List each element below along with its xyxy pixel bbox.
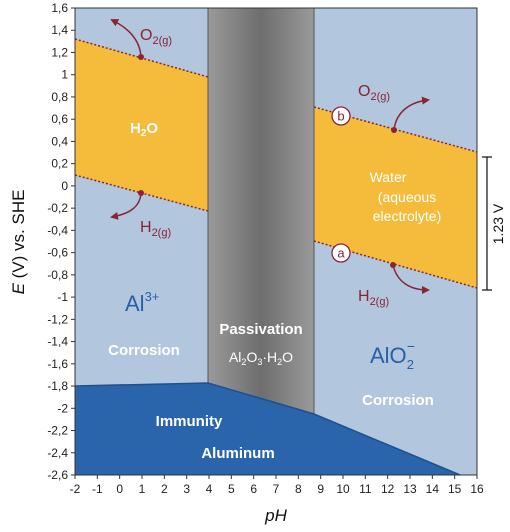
x-tick-label: 8 <box>295 482 302 496</box>
x-tick-label: 6 <box>250 482 257 496</box>
h2-left-arrow <box>110 192 142 220</box>
x-tick-label: 3 <box>183 482 190 496</box>
x-tick-label: 5 <box>228 482 235 496</box>
water-band-left <box>75 39 208 211</box>
y-tick-label: 1 <box>61 68 68 82</box>
water-band-right <box>314 107 477 288</box>
y-tick-label: -1,8 <box>47 379 68 393</box>
y-tick-label: 1,2 <box>51 45 68 59</box>
water-right-line3: electrolyte) <box>373 208 441 224</box>
alo2-ion-label: AlO2− <box>370 338 415 372</box>
passivation-label: Passivation <box>219 321 302 338</box>
water-left-label: H2O <box>130 120 158 139</box>
y-tick-label: 0,6 <box>51 112 68 126</box>
y-tick-label: -0,4 <box>47 223 68 237</box>
x-tick-label: 4 <box>206 482 213 496</box>
y-tick-label: 1,4 <box>51 23 68 37</box>
y-tick-label: -2 <box>57 401 68 415</box>
y-tick-label: 0,2 <box>51 157 68 171</box>
h2-right-label: H2(g) <box>358 288 389 308</box>
x-tick-label: 12 <box>381 482 395 496</box>
immunity-region <box>75 383 460 475</box>
y-tick-label: 0 <box>61 179 68 193</box>
y-tick-label: -0,8 <box>47 268 68 282</box>
h2-right-arrow <box>392 264 430 294</box>
passivation-formula: Al2O3·H2O <box>229 349 293 367</box>
immunity-label: Immunity <box>156 413 223 430</box>
y-tick-label: -1,4 <box>47 335 68 349</box>
water-right-line1: Water <box>370 169 407 185</box>
corrosion-right-label: Corrosion <box>362 392 434 409</box>
gap-label: 1.23 V <box>490 203 506 244</box>
y-axis-ticks: 1,6 1,4 1,2 1 0,8 0,6 0,4 0,2 0 -0,2 -0,4 -0,6 -0,8 -… <box>47 1 75 482</box>
x-tick-label: 1 <box>139 482 146 496</box>
water-right-line2: (aqueous <box>378 189 436 205</box>
x-axis-ticks: -2 -1 0 1 2 3 4 5 6 7 8 9 10 11 12 13 14 15 16 <box>70 475 484 496</box>
marker-b-circle <box>331 106 351 126</box>
x-axis-title: pH <box>264 506 287 525</box>
x-tick-label: 2 <box>161 482 168 496</box>
al3-ion-label: Al3+ <box>125 289 159 316</box>
aluminum-label: Aluminum <box>201 445 274 462</box>
x-tick-label: 10 <box>336 482 350 496</box>
x-tick-label: 0 <box>116 482 123 496</box>
x-tick-label: 14 <box>426 482 440 496</box>
x-tick-label: 7 <box>273 482 280 496</box>
marker-a-text: a <box>337 246 345 261</box>
o2-left-label: O2(g) <box>140 27 172 47</box>
corrosion-left-label: Corrosion <box>108 342 180 359</box>
o2-right-arrow <box>393 96 430 131</box>
y-tick-label: 0,4 <box>51 134 68 148</box>
y-tick-label: -0,6 <box>47 246 68 260</box>
x-tick-label: 15 <box>448 482 462 496</box>
x-tick-label: 16 <box>470 482 484 496</box>
x-tick-label: -2 <box>70 482 81 496</box>
o2-left-arrow <box>110 19 142 58</box>
x-tick-label: 9 <box>317 482 324 496</box>
x-tick-label: 11 <box>359 482 372 496</box>
o2-right-label: O2(g) <box>358 83 390 103</box>
h2-left-label: H2(g) <box>140 219 171 239</box>
y-tick-label: -0,2 <box>47 201 68 215</box>
marker-b-text: b <box>337 109 344 124</box>
y-tick-label: 1,6 <box>51 1 68 15</box>
y-tick-label: -1,2 <box>47 312 68 326</box>
y-axis-title: E (V) vs. SHE <box>9 190 28 295</box>
y-tick-label: -1 <box>57 290 68 304</box>
y-tick-label: -2,4 <box>47 446 68 460</box>
x-tick-label: -1 <box>92 482 103 496</box>
y-tick-label: -2,6 <box>47 468 68 482</box>
y-tick-label: -2,2 <box>47 424 68 438</box>
y-tick-label: 0,8 <box>51 90 68 104</box>
passivation-region <box>208 8 314 414</box>
marker-a-circle <box>331 243 351 263</box>
x-tick-label: 13 <box>403 482 417 496</box>
y-tick-label: -1,6 <box>47 357 68 371</box>
